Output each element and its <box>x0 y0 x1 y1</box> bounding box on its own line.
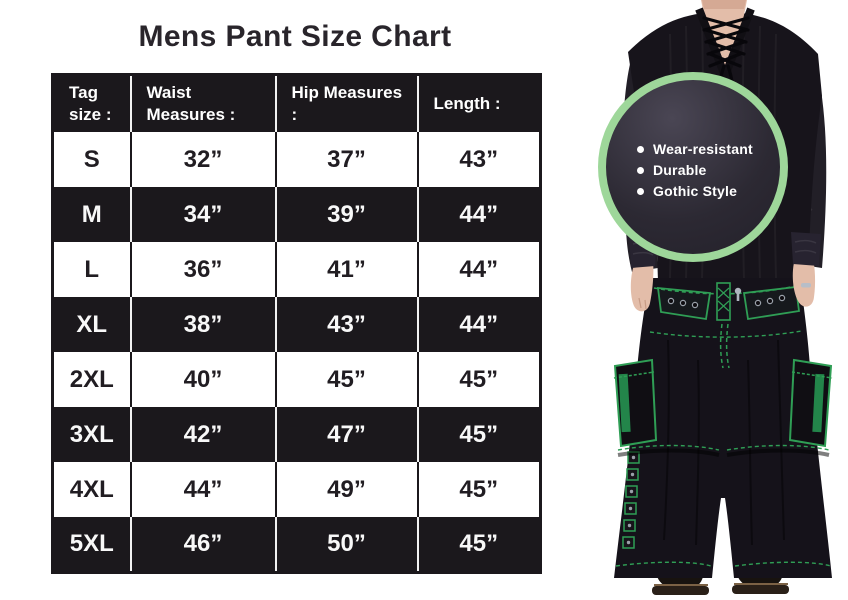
table-row-xl: XL 38” 43” 44” <box>52 297 541 353</box>
bullet-icon <box>637 187 644 195</box>
cell-tag: S <box>52 132 131 188</box>
cell-length: 45” <box>416 462 541 518</box>
studded-waistband <box>653 282 801 321</box>
features-badge: Wear-resistant Durable Gothic Style <box>598 72 788 262</box>
feature-label: Wear-resistant <box>653 140 753 157</box>
cell-tag: 4XL <box>52 462 131 518</box>
cell-waist: 46” <box>129 517 276 573</box>
cell-tag: M <box>52 187 131 243</box>
header-length: Length : <box>416 74 541 133</box>
cell-length: 44” <box>416 187 541 243</box>
header-tag-size: Tag size : <box>52 74 131 133</box>
header-hip: Hip Measures : <box>274 74 418 133</box>
stud-strip <box>622 451 640 549</box>
cell-waist: 32” <box>129 132 276 188</box>
cell-waist: 38” <box>129 297 276 353</box>
table-row-2xl: 2XL 40” 45” 45” <box>52 352 541 408</box>
cell-hip: 49” <box>274 462 418 518</box>
cell-tag: L <box>52 242 131 298</box>
cell-hip: 43” <box>274 297 418 353</box>
cell-hip: 37” <box>274 132 418 188</box>
cell-length: 45” <box>416 407 541 463</box>
bullet-icon <box>637 145 644 153</box>
cell-tag: 5XL <box>52 517 131 573</box>
bullet-icon <box>637 166 644 174</box>
table-row-s: S 32” 37” 43” <box>52 132 541 188</box>
size-chart-table: Tag size : Waist Measures : Hip Measures… <box>51 73 542 574</box>
cell-hip: 45” <box>274 352 418 408</box>
feature-item: Wear-resistant <box>637 139 753 160</box>
cell-hip: 47” <box>274 407 418 463</box>
feature-item: Gothic Style <box>637 181 753 202</box>
cell-length: 44” <box>416 297 541 353</box>
table-row-3xl: 3XL 42” 47” 45” <box>52 407 541 463</box>
header-row: Tag size : Waist Measures : Hip Measures… <box>52 74 541 133</box>
table-row-5xl: 5XL 46” 50” 45” <box>52 517 541 573</box>
model-hands <box>630 256 816 312</box>
header-waist: Waist Measures : <box>129 74 276 133</box>
cell-tag: XL <box>52 297 131 353</box>
cell-hip: 39” <box>274 187 418 243</box>
cell-waist: 42” <box>129 407 276 463</box>
cell-length: 45” <box>416 352 541 408</box>
page-title: Mens Pant Size Chart <box>138 20 452 53</box>
cell-length: 43” <box>416 132 541 188</box>
cell-waist: 40” <box>129 352 276 408</box>
cell-waist: 36” <box>129 242 276 298</box>
table-row-l: L 36” 41” 44” <box>52 242 541 298</box>
feature-list: Wear-resistant Durable Gothic Style <box>606 133 753 202</box>
green-stitching <box>649 323 803 369</box>
cargo-pockets <box>613 358 833 448</box>
table-row-m: M 34” 39” 44” <box>52 187 541 243</box>
cell-waist: 44” <box>129 462 276 518</box>
feature-label: Gothic Style <box>653 182 738 199</box>
cell-tag: 3XL <box>52 407 131 463</box>
knee-seams <box>615 444 832 567</box>
feature-label: Durable <box>653 161 707 178</box>
cell-tag: 2XL <box>52 352 131 408</box>
cell-length: 44” <box>416 242 541 298</box>
cell-length: 45” <box>416 517 541 573</box>
cell-waist: 34” <box>129 187 276 243</box>
table-row-4xl: 4XL 44” 49” 45” <box>52 462 541 518</box>
cell-hip: 41” <box>274 242 418 298</box>
size-chart-header: Tag size : Waist Measures : Hip Measures… <box>52 74 541 133</box>
cell-hip: 50” <box>274 517 418 573</box>
feature-item: Durable <box>637 160 753 181</box>
